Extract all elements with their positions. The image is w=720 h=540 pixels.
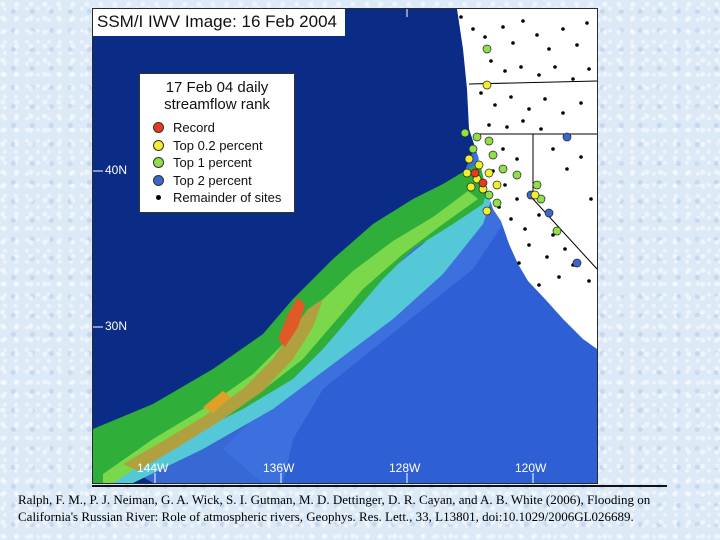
lat-label-30n: 30N [105, 319, 128, 333]
legend-label: Record [173, 120, 215, 136]
legend-item-remainder: Remainder of sites [148, 189, 286, 207]
legend: 17 Feb 04 daily streamflow rank Record T… [139, 73, 295, 213]
lat-label-40n: 40N [105, 163, 128, 177]
legend-title-line-1: 17 Feb 04 daily [165, 79, 269, 96]
record-sites [470, 168, 488, 188]
legend-item-top-1-percent: Top 1 percent [148, 154, 286, 172]
map-title: SSM/I IWV Image: 16 Feb 2004 [93, 9, 346, 36]
legend-item-top-0-2-percent: Top 0.2 percent [148, 137, 286, 155]
green-dot-icon [153, 157, 164, 169]
legend-label: Top 2 percent [173, 172, 252, 188]
legend-label: Top 0.2 percent [173, 137, 263, 153]
atmospheric-river-peak-secondary [203, 391, 231, 413]
legend-title-line-2: streamflow rank [164, 96, 270, 113]
lon-label-128w: 128W [389, 461, 421, 475]
caption-divider [92, 485, 667, 487]
map-canvas [93, 9, 597, 483]
coastal-moisture-band [93, 9, 505, 483]
blue-dot-icon [153, 174, 164, 186]
legend-item-record: Record [148, 119, 286, 137]
top-1-percent-sites [460, 44, 562, 236]
remainder-sites [459, 15, 593, 287]
legend-title: 17 Feb 04 daily streamflow rank [148, 79, 286, 113]
land-mass [457, 9, 597, 349]
citation-caption: Ralph, F. M., P. J. Neiman, G. A. Wick, … [18, 492, 651, 524]
red-dot-icon [153, 122, 164, 134]
iwv-map: SSM/I IWV Image: 16 Feb 2004 17 Feb 04 d… [92, 8, 598, 484]
yellow-dot-icon [153, 139, 164, 151]
atmospheric-river-peak [278, 297, 305, 347]
legend-label: Top 1 percent [173, 155, 252, 171]
lon-label-120w: 120W [515, 461, 547, 475]
black-dot-icon [156, 195, 161, 201]
atmospheric-river-high [123, 299, 323, 471]
lon-label-136w: 136W [263, 461, 295, 475]
legend-item-top-2-percent: Top 2 percent [148, 172, 286, 190]
legend-label: Remainder of sites [173, 190, 282, 206]
lon-label-144w: 144W [137, 461, 169, 475]
